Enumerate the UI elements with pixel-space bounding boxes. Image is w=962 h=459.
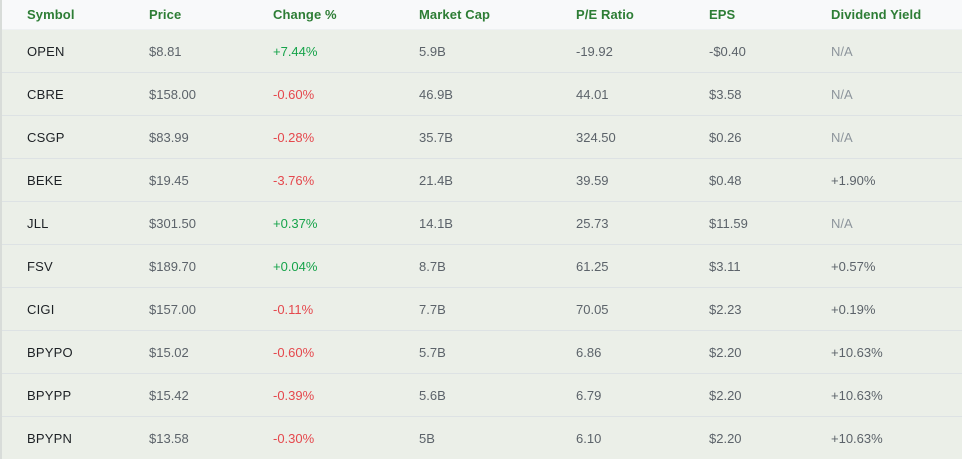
market-cap-cell: 14.1B (419, 215, 453, 231)
dividend-yield-cell: +10.63% (831, 344, 883, 360)
table-row[interactable]: CIGI $157.00 -0.11% 7.7B 70.05 $2.23 +0.… (2, 287, 962, 330)
table-row[interactable]: JLL $301.50 +0.37% 14.1B 25.73 $11.59 N/… (2, 201, 962, 244)
table-row[interactable]: BEKE $19.45 -3.76% 21.4B 39.59 $0.48 +1.… (2, 158, 962, 201)
change-cell: -3.76% (273, 172, 315, 188)
price-cell: $13.58 (149, 430, 189, 446)
symbol-cell[interactable]: BPYPN (27, 430, 73, 446)
column-header-market_cap[interactable]: Market Cap (419, 7, 491, 22)
symbol-cell[interactable]: BPYPP (27, 387, 72, 403)
change-cell: -0.39% (273, 387, 315, 403)
price-cell: $19.45 (149, 172, 189, 188)
pe-ratio-cell: 6.10 (576, 430, 602, 446)
pe-ratio-cell: 6.79 (576, 387, 602, 403)
change-cell: -0.60% (273, 86, 315, 102)
market-cap-cell: 7.7B (419, 301, 446, 317)
market-cap-cell: 5.9B (419, 43, 446, 59)
eps-cell: $3.11 (709, 258, 741, 274)
pe-ratio-cell: 6.86 (576, 344, 602, 360)
change-cell: +7.44% (273, 43, 318, 59)
market-cap-cell: 5.6B (419, 387, 446, 403)
eps-cell: $0.48 (709, 172, 742, 188)
market-cap-cell: 21.4B (419, 172, 453, 188)
price-cell: $15.02 (149, 344, 189, 360)
dividend-yield-cell: +10.63% (831, 430, 883, 446)
column-header-pe_ratio[interactable]: P/E Ratio (576, 7, 634, 22)
change-cell: +0.37% (273, 215, 318, 231)
table-row[interactable]: BPYPP $15.42 -0.39% 5.6B 6.79 $2.20 +10.… (2, 373, 962, 416)
change-cell: -0.30% (273, 430, 315, 446)
symbol-cell[interactable]: JLL (27, 215, 49, 231)
change-cell: -0.60% (273, 344, 315, 360)
pe-ratio-cell: -19.92 (576, 43, 613, 59)
market-cap-cell: 5.7B (419, 344, 446, 360)
eps-cell: $0.26 (709, 129, 742, 145)
price-cell: $83.99 (149, 129, 189, 145)
market-cap-cell: 5B (419, 430, 435, 446)
pe-ratio-cell: 25.73 (576, 215, 609, 231)
dividend-yield-cell: N/A (831, 43, 853, 59)
symbol-cell[interactable]: FSV (27, 258, 53, 274)
pe-ratio-cell: 44.01 (576, 86, 609, 102)
price-cell: $8.81 (149, 43, 182, 59)
symbol-cell[interactable]: CSGP (27, 129, 65, 145)
eps-cell: -$0.40 (709, 43, 746, 59)
market-cap-cell: 35.7B (419, 129, 453, 145)
symbol-cell[interactable]: OPEN (27, 43, 65, 59)
dividend-yield-cell: N/A (831, 86, 853, 102)
price-cell: $15.42 (149, 387, 189, 403)
market-cap-cell: 8.7B (419, 258, 446, 274)
symbol-cell[interactable]: BPYPO (27, 344, 73, 360)
column-header-symbol[interactable]: Symbol (27, 7, 75, 22)
eps-cell: $2.20 (709, 387, 742, 403)
eps-cell: $2.23 (709, 301, 742, 317)
eps-cell: $2.20 (709, 430, 742, 446)
table-row[interactable]: CSGP $83.99 -0.28% 35.7B 324.50 $0.26 N/… (2, 115, 962, 158)
pe-ratio-cell: 324.50 (576, 129, 616, 145)
table-row[interactable]: OPEN $8.81 +7.44% 5.9B -19.92 -$0.40 N/A (2, 29, 962, 72)
dividend-yield-cell: +0.19% (831, 301, 876, 317)
table-row[interactable]: CBRE $158.00 -0.60% 46.9B 44.01 $3.58 N/… (2, 72, 962, 115)
column-header-change[interactable]: Change % (273, 7, 337, 22)
dividend-yield-cell: +10.63% (831, 387, 883, 403)
column-header-eps[interactable]: EPS (709, 7, 736, 22)
table-body: OPEN $8.81 +7.44% 5.9B -19.92 -$0.40 N/A… (2, 29, 962, 459)
change-cell: -0.11% (273, 301, 314, 317)
table-row[interactable]: FSV $189.70 +0.04% 8.7B 61.25 $3.11 +0.5… (2, 244, 962, 287)
column-header-price[interactable]: Price (149, 7, 182, 22)
price-cell: $189.70 (149, 258, 196, 274)
price-cell: $157.00 (149, 301, 196, 317)
table-row[interactable]: BPYPN $13.58 -0.30% 5B 6.10 $2.20 +10.63… (2, 416, 962, 459)
pe-ratio-cell: 70.05 (576, 301, 609, 317)
symbol-cell[interactable]: CIGI (27, 301, 55, 317)
symbol-cell[interactable]: BEKE (27, 172, 63, 188)
eps-cell: $2.20 (709, 344, 742, 360)
eps-cell: $3.58 (709, 86, 742, 102)
table-header-row: Symbol Price Change % Market Cap P/E Ratio EP… (2, 0, 962, 29)
change-cell: +0.04% (273, 258, 318, 274)
dividend-yield-cell: +0.57% (831, 258, 876, 274)
dividend-yield-cell: +1.90% (831, 172, 876, 188)
pe-ratio-cell: 61.25 (576, 258, 609, 274)
column-header-dividend_yield[interactable]: Dividend Yield (831, 7, 922, 22)
pe-ratio-cell: 39.59 (576, 172, 609, 188)
dividend-yield-cell: N/A (831, 129, 853, 145)
price-cell: $301.50 (149, 215, 196, 231)
symbol-cell[interactable]: CBRE (27, 86, 64, 102)
change-cell: -0.28% (273, 129, 315, 145)
market-cap-cell: 46.9B (419, 86, 453, 102)
price-cell: $158.00 (149, 86, 196, 102)
eps-cell: $11.59 (709, 215, 748, 231)
table-row[interactable]: BPYPO $15.02 -0.60% 5.7B 6.86 $2.20 +10.… (2, 330, 962, 373)
dividend-yield-cell: N/A (831, 215, 853, 231)
